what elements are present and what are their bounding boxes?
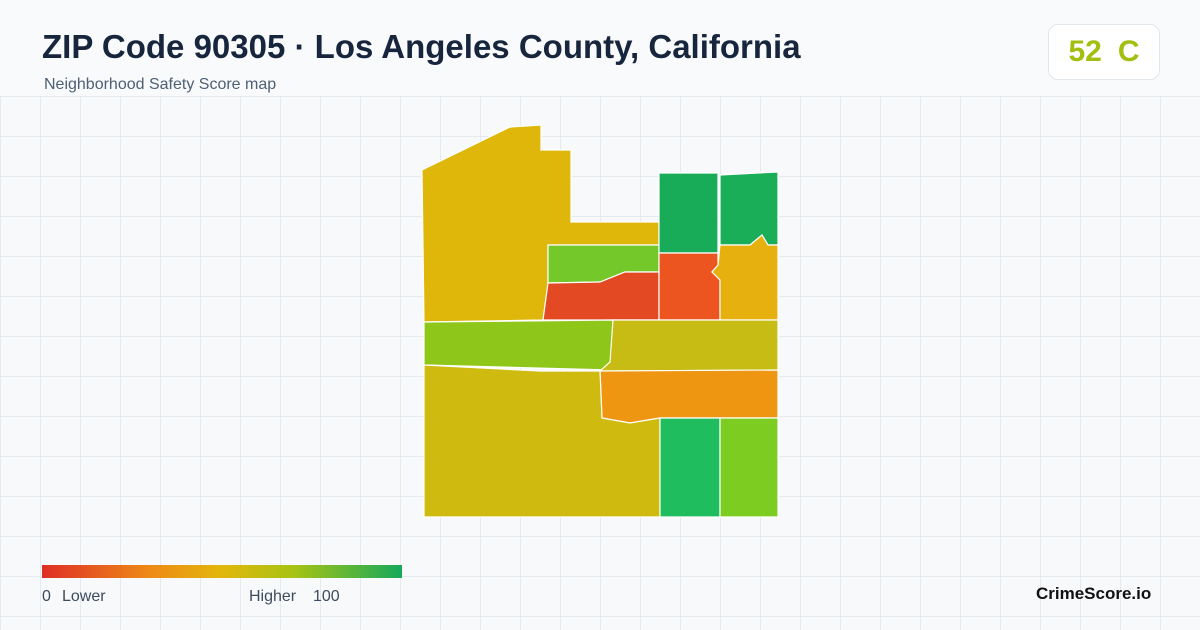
title: ZIP Code 90305 · Los Angeles County, Cal… [42, 28, 801, 65]
score: 52 [1068, 35, 1102, 68]
region [658, 252, 721, 321]
grade: C [1117, 35, 1140, 68]
region [423, 319, 614, 371]
region [659, 417, 721, 518]
legend-max: 100 [313, 588, 340, 605]
region [658, 172, 719, 254]
region [711, 234, 779, 321]
region [719, 171, 779, 246]
score-badge: 52 C [1048, 24, 1160, 80]
region [423, 364, 661, 518]
region [599, 369, 779, 424]
header: ZIP Code 90305 · Los Angeles County, Cal… [0, 0, 1200, 97]
region [598, 319, 779, 372]
legend-min-label: Lower [62, 588, 106, 605]
region [719, 417, 779, 518]
legend-min: 0 [42, 588, 51, 605]
legend-max-label: Higher [249, 588, 297, 605]
legend-gradient [42, 565, 402, 578]
subtitle: Neighborhood Safety Score map [44, 76, 277, 93]
brand: CrimeScore.io [1036, 584, 1152, 603]
